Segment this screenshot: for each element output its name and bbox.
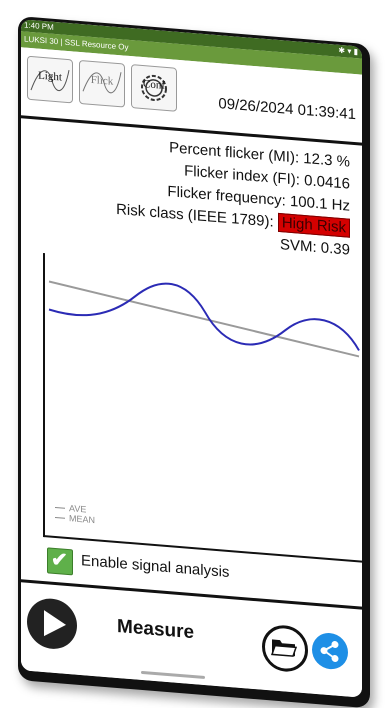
flicker-waveform bbox=[48, 282, 360, 351]
tab-light[interactable]: Light bbox=[27, 55, 73, 104]
home-indicator[interactable] bbox=[141, 670, 205, 680]
waveform-plot bbox=[48, 280, 360, 358]
share-button[interactable] bbox=[312, 631, 348, 671]
readings-panel: Percent flicker (MI): 12.3 % Flicker ind… bbox=[70, 129, 350, 262]
status-time: 1:40 PM bbox=[24, 20, 54, 32]
enable-analysis-checkbox[interactable]: ✔ bbox=[47, 547, 73, 576]
light-wave-icon bbox=[30, 69, 70, 91]
reading-value: 12.3 % bbox=[303, 149, 350, 171]
reading-label: SVM: bbox=[279, 236, 317, 257]
app-screen: 1:40 PM ✱ ▾ ▮ LUKSI 30 | SSL Resource Oy… bbox=[21, 19, 362, 698]
bottom-action-bar: Measure bbox=[21, 579, 362, 698]
play-button[interactable] bbox=[27, 596, 77, 651]
flicker-wave-icon bbox=[82, 72, 122, 94]
reading-value: 0.39 bbox=[320, 239, 350, 259]
tab-flick[interactable]: Flick bbox=[79, 59, 125, 108]
tab-conf[interactable]: Conf bbox=[131, 64, 177, 112]
reading-value: 100.1 Hz bbox=[289, 192, 350, 215]
legend-mean-label: MEAN bbox=[69, 513, 96, 526]
enable-analysis-label: Enable signal analysis bbox=[81, 552, 230, 582]
gear-icon bbox=[141, 74, 167, 101]
open-folder-button[interactable] bbox=[262, 623, 308, 674]
measure-label[interactable]: Measure bbox=[117, 615, 195, 644]
checkmark-icon: ✔ bbox=[51, 548, 68, 573]
waveform-chart: AVE MEAN bbox=[43, 253, 362, 563]
toolbar: Light Flick Conf 09/26/2024 01:39:41 bbox=[21, 47, 362, 146]
chart-legend: AVE MEAN bbox=[55, 502, 95, 525]
folder-icon bbox=[271, 639, 297, 657]
phone-device: 1:40 PM ✱ ▾ ▮ LUKSI 30 | SSL Resource Oy… bbox=[18, 16, 370, 708]
share-icon bbox=[320, 640, 339, 663]
play-icon bbox=[44, 610, 66, 638]
reading-value: 0.0416 bbox=[304, 172, 350, 193]
measurement-datetime: 09/26/2024 01:39:41 bbox=[218, 95, 356, 124]
mean-line bbox=[48, 280, 360, 358]
